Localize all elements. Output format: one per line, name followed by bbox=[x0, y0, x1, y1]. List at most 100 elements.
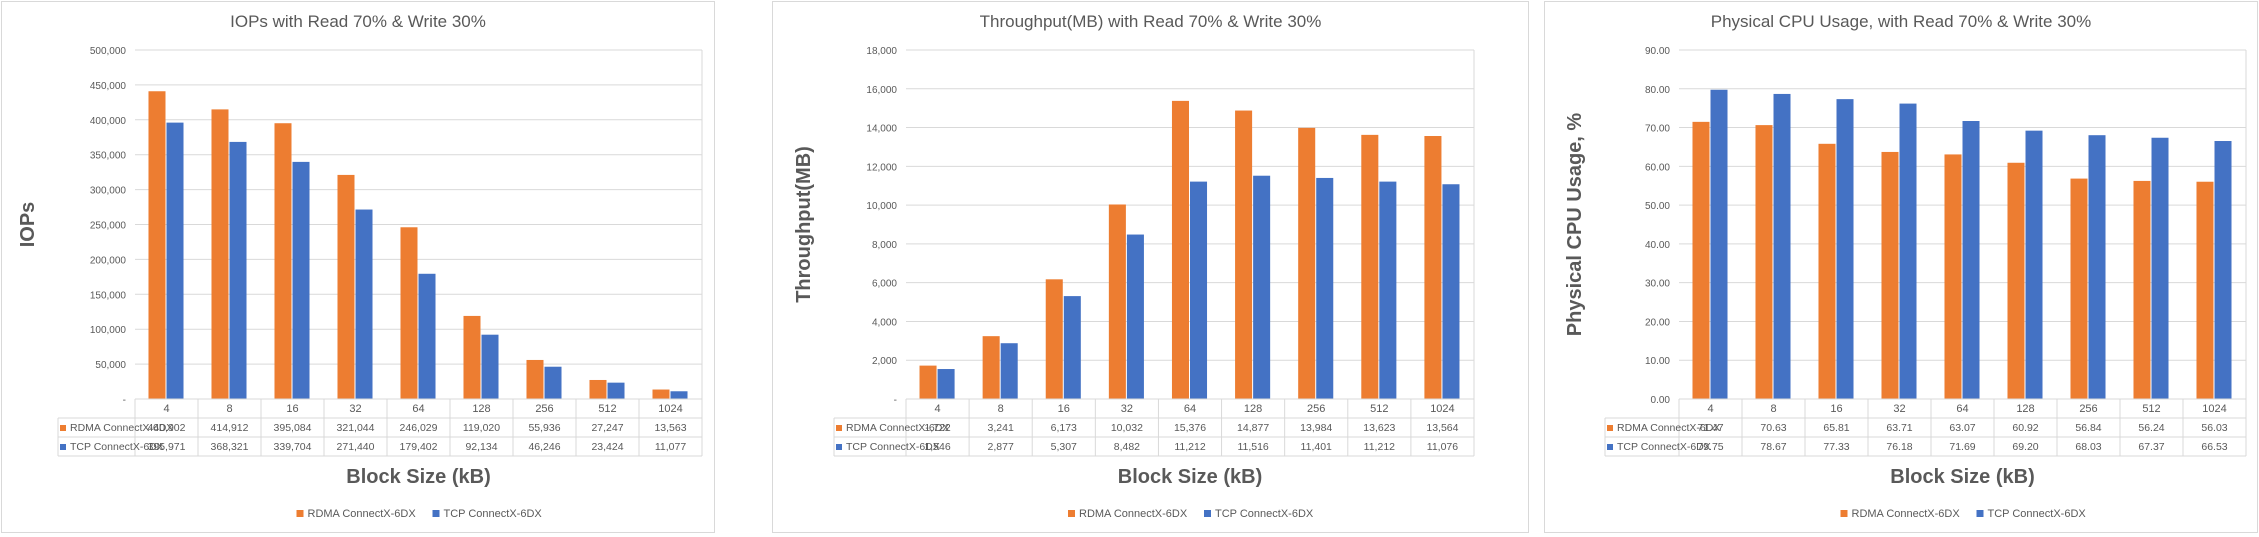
bar-tcp bbox=[1899, 103, 1917, 400]
bar-rdma bbox=[211, 109, 229, 400]
y-tick-label: 12,000 bbox=[866, 162, 897, 173]
x-axis-title: Block Size (kB) bbox=[346, 466, 490, 488]
y-tick-label: 350,000 bbox=[90, 151, 127, 162]
data-label: 63.71 bbox=[1886, 422, 1912, 434]
bar-rdma bbox=[1881, 151, 1899, 399]
data-label: 8,482 bbox=[1114, 441, 1140, 453]
data-label: 23,424 bbox=[591, 441, 623, 453]
bar-tcp bbox=[1962, 121, 1980, 400]
data-label: 56.84 bbox=[2075, 422, 2101, 434]
y-tick-label: 8,000 bbox=[872, 240, 897, 251]
x-tick-label: 512 bbox=[1370, 403, 1388, 415]
x-tick-label: 8 bbox=[1770, 403, 1776, 415]
table-legend-key bbox=[60, 444, 66, 450]
bar-tcp bbox=[1773, 93, 1791, 400]
y-tick-label: 450,000 bbox=[90, 81, 127, 92]
y-tick-label: 18,000 bbox=[866, 46, 897, 57]
y-tick-label: 70.00 bbox=[1645, 124, 1670, 135]
bar-rdma bbox=[1692, 121, 1710, 399]
bar-rdma bbox=[1818, 143, 1836, 399]
chart-panel-throughput: Throughput(MB) with Read 70% & Write 30%… bbox=[772, 1, 1529, 533]
y-tick-label: 60.00 bbox=[1645, 162, 1670, 173]
bar-rdma bbox=[1235, 110, 1253, 399]
data-label: 71.47 bbox=[1697, 422, 1723, 434]
y-tick-label: 100,000 bbox=[90, 325, 127, 336]
bar-rdma bbox=[1755, 125, 1773, 400]
table-series-name: TCP ConnectX-6DX bbox=[846, 441, 940, 453]
x-tick-label: 128 bbox=[2016, 403, 2034, 415]
x-tick-label: 32 bbox=[1893, 403, 1905, 415]
bar-tcp bbox=[937, 369, 955, 399]
x-tick-label: 1024 bbox=[658, 403, 682, 415]
bar-rdma bbox=[1424, 136, 1442, 400]
data-label: 92,134 bbox=[465, 441, 497, 453]
legend-label: TCP ConnectX-6DX bbox=[1988, 508, 2087, 520]
bar-rdma bbox=[652, 389, 670, 399]
bar-rdma bbox=[2196, 181, 2214, 399]
data-label: 78.67 bbox=[1760, 441, 1786, 453]
data-label: 79.75 bbox=[1697, 441, 1723, 453]
table-series-name: RDMA ConnectX-6DX bbox=[70, 422, 173, 434]
y-axis-title: Physical CPU Usage, % bbox=[1564, 113, 1586, 337]
x-tick-label: 32 bbox=[1121, 403, 1133, 415]
bar-tcp bbox=[1000, 343, 1018, 399]
data-label: 46,246 bbox=[528, 441, 560, 453]
legend-key-tcp bbox=[1204, 510, 1211, 517]
legend-label: TCP ConnectX-6DX bbox=[1215, 508, 1314, 520]
chart-throughput: Throughput(MB) with Read 70% & Write 30%… bbox=[793, 12, 1475, 520]
data-label: 60.92 bbox=[2012, 422, 2038, 434]
data-label: 395,971 bbox=[148, 441, 186, 453]
table-series-name: RDMA ConnectX-6DX bbox=[846, 422, 949, 434]
legend-label: RDMA ConnectX-6DX bbox=[308, 508, 417, 520]
chart-panel-iops: IOPs with Read 70% & Write 30% IOPs - 50,00… bbox=[1, 1, 715, 533]
data-label: 13,563 bbox=[654, 422, 686, 434]
y-tick-label: 4,000 bbox=[872, 317, 897, 328]
data-label: 63.07 bbox=[1949, 422, 1975, 434]
y-tick-label: 6,000 bbox=[872, 279, 897, 290]
data-label: 13,564 bbox=[1426, 422, 1458, 434]
bar-tcp bbox=[607, 382, 625, 399]
data-label: 414,912 bbox=[211, 422, 249, 434]
table-legend-key bbox=[1607, 425, 1613, 431]
x-tick-label: 256 bbox=[2079, 403, 2097, 415]
bar-rdma bbox=[526, 359, 544, 399]
x-tick-label: 8 bbox=[998, 403, 1004, 415]
y-tick-label: 50.00 bbox=[1645, 201, 1670, 212]
x-tick-label: 64 bbox=[1956, 403, 1968, 415]
table-legend-key bbox=[836, 444, 842, 450]
data-label: 56.24 bbox=[2138, 422, 2164, 434]
x-tick-label: 128 bbox=[1244, 403, 1262, 415]
bar-tcp bbox=[1836, 99, 1854, 400]
y-tick-label: 200,000 bbox=[90, 255, 127, 266]
data-label: 5,307 bbox=[1051, 441, 1077, 453]
data-label: 27,247 bbox=[591, 422, 623, 434]
bar-rdma bbox=[2070, 178, 2088, 399]
data-label: 65.81 bbox=[1823, 422, 1849, 434]
bar-rdma bbox=[1361, 134, 1379, 399]
data-label: 11,212 bbox=[1174, 441, 1205, 453]
data-label: 1,546 bbox=[924, 441, 950, 453]
legend-key-rdma bbox=[296, 510, 304, 517]
x-tick-label: 4 bbox=[934, 403, 940, 415]
x-tick-label: 512 bbox=[2142, 403, 2160, 415]
x-tick-label: 256 bbox=[535, 403, 553, 415]
data-label: 179,402 bbox=[400, 441, 438, 453]
x-tick-label: 16 bbox=[286, 403, 298, 415]
bar-tcp bbox=[1710, 89, 1728, 399]
chart-title: IOPs with Read 70% & Write 30% bbox=[230, 12, 486, 31]
x-tick-label: 16 bbox=[1830, 403, 1842, 415]
y-tick-label: - bbox=[894, 395, 897, 406]
y-tick-label: 2,000 bbox=[872, 356, 897, 367]
data-label: 271,440 bbox=[337, 441, 375, 453]
data-label: 11,401 bbox=[1301, 441, 1332, 453]
bar-rdma bbox=[589, 379, 607, 399]
y-tick-label: 30.00 bbox=[1645, 279, 1670, 290]
bar-rdma bbox=[1171, 100, 1189, 400]
x-tick-label: 128 bbox=[472, 403, 490, 415]
data-label: 395,084 bbox=[274, 422, 312, 434]
data-label: 6,173 bbox=[1051, 422, 1077, 434]
bar-rdma bbox=[1045, 279, 1063, 399]
chart-title: Physical CPU Usage, with Read 70% & Writ… bbox=[1711, 12, 2091, 31]
y-tick-label: 300,000 bbox=[90, 186, 127, 197]
data-label: 11,077 bbox=[655, 441, 686, 453]
